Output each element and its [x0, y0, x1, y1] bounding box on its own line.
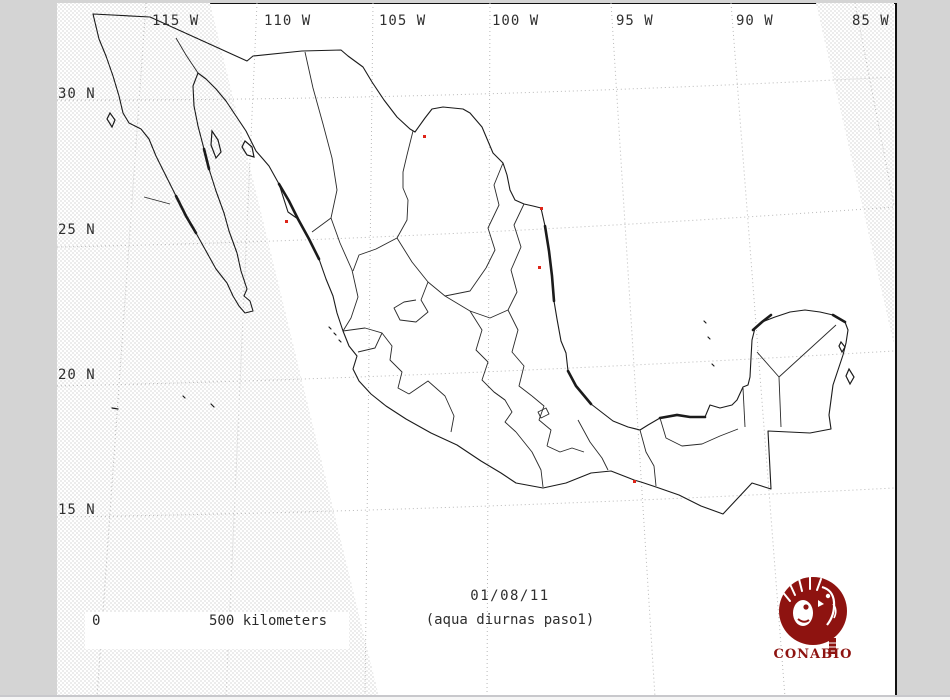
lat-label: 20 N [58, 367, 96, 383]
fire-hotspot-dot [285, 220, 288, 223]
scale-distance-label: 500 kilometers [209, 613, 328, 629]
lon-label: 105 W [379, 13, 427, 29]
lon-label: 100 W [492, 13, 540, 29]
graticule [57, 3, 895, 697]
state-boundaries [143, 37, 837, 488]
bottom-strip [0, 697, 950, 700]
scale-bar-box [85, 612, 349, 649]
lat-label: 25 N [58, 222, 96, 238]
bottom-divider [0, 695, 950, 697]
swath-stipple-right [816, 3, 894, 345]
islands [106, 111, 855, 410]
lon-label: 90 W [736, 13, 774, 29]
lat-label: 15 N [58, 502, 96, 518]
map-date: 01/08/11 [470, 588, 550, 604]
fire-hotspot-dot [423, 135, 426, 138]
lon-label: 95 W [616, 13, 654, 29]
map-subtitle: (aqua diurnas paso1) [425, 612, 595, 628]
fire-hotspot-dot [633, 480, 636, 483]
swath-stipple-left [57, 3, 379, 697]
lat-label: 30 N [58, 86, 96, 102]
coast-lagoons [174, 147, 847, 420]
conabio-logo [779, 576, 847, 654]
scale-zero-label: 0 [92, 613, 101, 629]
fire-hotspot-dot [540, 207, 543, 210]
fire-hotspot-dot [538, 266, 541, 269]
lon-label: 110 W [264, 13, 312, 29]
lon-label: 85 W [852, 13, 890, 29]
mexico-outline [92, 13, 849, 515]
lon-label: 115 W [152, 13, 200, 29]
conabio-wordmark: CONABIO [773, 647, 853, 662]
